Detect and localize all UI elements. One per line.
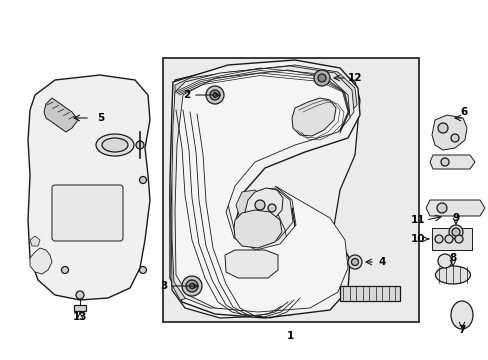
Text: 6: 6 — [459, 107, 467, 117]
Circle shape — [205, 86, 224, 104]
Text: 11: 11 — [409, 215, 424, 225]
Circle shape — [347, 255, 361, 269]
Circle shape — [437, 254, 451, 268]
Polygon shape — [28, 75, 150, 300]
Circle shape — [436, 203, 446, 213]
Circle shape — [444, 235, 452, 243]
Text: 2: 2 — [183, 90, 190, 100]
Circle shape — [185, 280, 198, 292]
Circle shape — [182, 276, 202, 296]
Bar — [74, 305, 86, 311]
Circle shape — [454, 235, 462, 243]
Polygon shape — [30, 248, 52, 274]
Polygon shape — [224, 250, 278, 278]
Circle shape — [267, 204, 275, 212]
Circle shape — [434, 235, 442, 243]
Polygon shape — [234, 210, 282, 248]
Ellipse shape — [450, 301, 472, 329]
Polygon shape — [44, 98, 78, 132]
Circle shape — [213, 93, 217, 97]
Ellipse shape — [102, 138, 128, 152]
Circle shape — [351, 258, 358, 266]
FancyBboxPatch shape — [52, 185, 123, 241]
Polygon shape — [425, 200, 484, 216]
Polygon shape — [291, 98, 335, 136]
Polygon shape — [171, 65, 356, 300]
Circle shape — [139, 266, 146, 274]
Polygon shape — [244, 188, 283, 222]
Bar — [339, 286, 399, 301]
Circle shape — [209, 90, 220, 100]
Polygon shape — [172, 66, 353, 308]
Text: 4: 4 — [378, 257, 385, 267]
Circle shape — [451, 228, 459, 236]
Circle shape — [139, 176, 146, 184]
Circle shape — [437, 123, 447, 133]
Text: 10: 10 — [409, 234, 424, 244]
Bar — [163, 58, 418, 322]
Text: 13: 13 — [73, 312, 87, 322]
Circle shape — [317, 74, 325, 82]
Circle shape — [76, 291, 84, 299]
Text: 1: 1 — [286, 331, 293, 341]
Polygon shape — [175, 70, 349, 312]
Ellipse shape — [96, 134, 134, 156]
Circle shape — [136, 141, 143, 149]
Bar — [431, 228, 471, 250]
Circle shape — [254, 200, 264, 210]
Text: 3: 3 — [160, 281, 167, 291]
Polygon shape — [30, 236, 40, 246]
Text: 8: 8 — [448, 253, 456, 263]
Text: 7: 7 — [457, 325, 465, 335]
Circle shape — [313, 70, 329, 86]
Polygon shape — [170, 62, 359, 318]
Circle shape — [440, 158, 448, 166]
Text: 12: 12 — [347, 73, 362, 83]
Text: 9: 9 — [451, 213, 459, 223]
Polygon shape — [431, 115, 466, 150]
Polygon shape — [170, 60, 359, 318]
Ellipse shape — [435, 266, 469, 284]
Text: 5: 5 — [97, 113, 104, 123]
Circle shape — [61, 266, 68, 274]
Polygon shape — [429, 155, 474, 169]
Circle shape — [189, 284, 194, 288]
Circle shape — [450, 134, 458, 142]
Circle shape — [448, 225, 462, 239]
